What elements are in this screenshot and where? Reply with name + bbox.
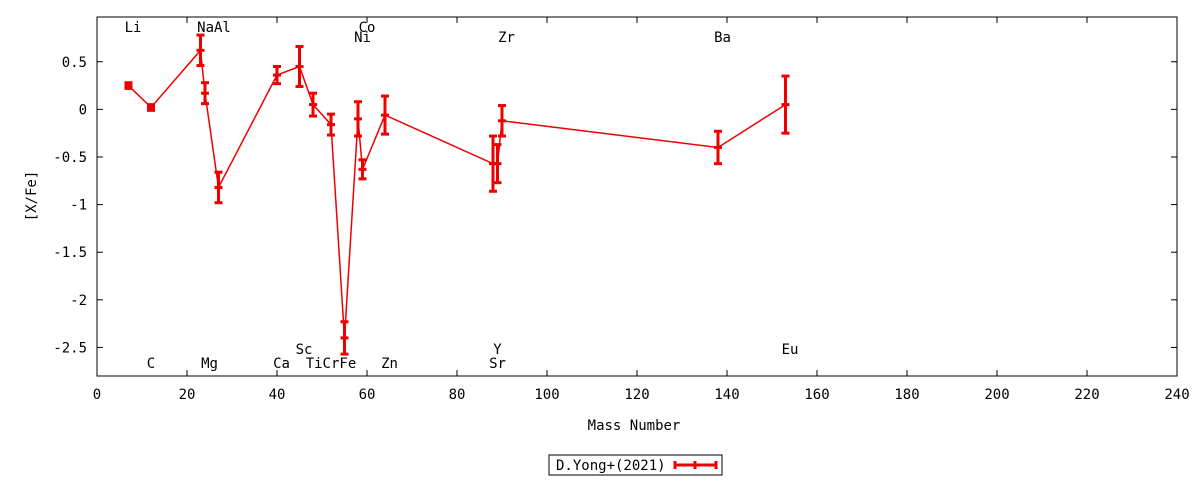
y-tick-label: -2	[70, 293, 87, 309]
data-point	[196, 33, 205, 68]
y-tick-label: -0.5	[53, 150, 87, 166]
y-axis-ticks: 0.5 0 -0.5 -1 -1.5 -2 -2.5	[53, 55, 1177, 356]
x-tick-label: 100	[534, 387, 559, 403]
series-layer	[124, 33, 790, 356]
element-label: Co	[359, 20, 376, 36]
data-point	[358, 158, 367, 181]
y-axis-label: [X/Fe]	[24, 171, 40, 222]
x-tick-label: 140	[714, 387, 739, 403]
data-point	[498, 104, 506, 138]
x-axis-label: Mass Number	[588, 418, 681, 434]
data-point	[273, 65, 281, 86]
element-label: Li	[125, 20, 142, 36]
element-label: Ba	[714, 30, 731, 46]
y-tick-label: 0	[79, 102, 87, 118]
y-tick-label: -1	[70, 198, 87, 214]
legend: D.Yong+(2021)	[548, 454, 723, 476]
element-label: Ca	[273, 356, 290, 372]
element-label: Zr	[498, 30, 515, 46]
element-label: Ni	[354, 30, 371, 46]
x-tick-label: 40	[269, 387, 286, 403]
x-axis-ticks: 0 20 40 60 80 100 120 140 160 180 200 220 240	[93, 17, 1190, 403]
element-label: TiCrFe	[306, 356, 357, 372]
x-tick-label: 60	[359, 387, 376, 403]
data-point	[201, 81, 209, 106]
x-tick-label: 180	[894, 387, 919, 403]
data-point	[781, 74, 790, 135]
x-tick-label: 120	[624, 387, 649, 403]
legend-line-sample	[673, 461, 718, 469]
data-point	[124, 81, 133, 90]
y-tick-label: 0.5	[62, 55, 87, 71]
data-point	[309, 91, 317, 118]
data-point	[327, 112, 335, 137]
data-point	[340, 320, 349, 356]
x-tick-label: 160	[804, 387, 829, 403]
data-point	[295, 45, 304, 89]
element-label: Y	[493, 342, 502, 358]
element-label: Sr	[489, 356, 506, 372]
x-tick-label: 0	[93, 387, 101, 403]
y-tick-label: -1.5	[53, 245, 87, 261]
element-label: Sc	[296, 342, 313, 358]
data-point	[714, 129, 722, 166]
y-tick-label: -2.5	[53, 340, 87, 356]
series-line	[127, 48, 786, 338]
element-label: C	[147, 356, 155, 372]
x-tick-label: 20	[179, 387, 196, 403]
element-label: Zn	[381, 356, 398, 372]
x-tick-label: 240	[1164, 387, 1189, 403]
element-label: NaAl	[197, 20, 231, 36]
data-point	[147, 103, 155, 112]
legend-label: D.Yong+(2021)	[556, 458, 666, 474]
element-label: Mg	[201, 356, 218, 372]
data-point	[381, 94, 389, 136]
data-point	[493, 143, 502, 185]
x-tick-label: 80	[449, 387, 466, 403]
x-tick-label: 220	[1074, 387, 1099, 403]
x-tick-label: 200	[984, 387, 1009, 403]
data-point	[354, 100, 362, 138]
data-point	[214, 170, 223, 205]
legend-box	[548, 454, 723, 476]
plot-frame	[96, 16, 1178, 377]
element-label: Eu	[782, 342, 799, 358]
